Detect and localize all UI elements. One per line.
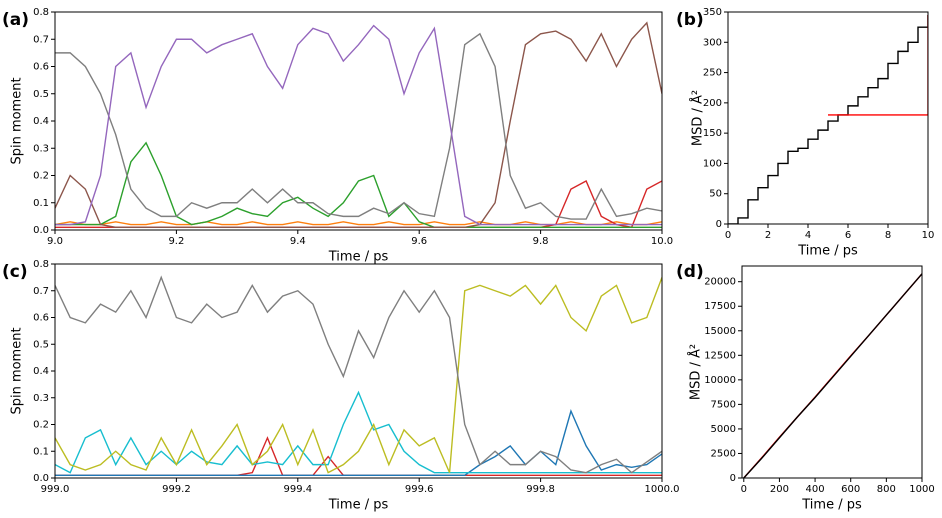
series-line <box>743 273 922 478</box>
y-tick-label: 20000 <box>704 277 736 288</box>
x-tick-label: 4 <box>805 230 811 241</box>
y-tick-label: 0 <box>730 473 736 484</box>
x-tick-label: 400 <box>806 484 825 495</box>
x-tick-label: 9.4 <box>290 236 306 247</box>
series-line <box>55 179 662 229</box>
y-tick-label: 0.7 <box>33 286 49 297</box>
y-tick-label: 17500 <box>704 301 736 312</box>
x-tick-label: 999.6 <box>405 484 434 495</box>
y-tick-label: 0.2 <box>33 171 49 182</box>
panel-label: (a) <box>2 10 29 30</box>
x-tick-label: 2 <box>765 230 771 241</box>
x-tick-label: 999.4 <box>283 484 312 495</box>
y-tick-label: 15000 <box>704 326 736 337</box>
panel-label: (d) <box>676 262 704 282</box>
x-tick-label: 9.8 <box>533 236 549 247</box>
series-line <box>55 277 662 474</box>
y-tick-label: 0.1 <box>33 198 49 209</box>
y-tick-label: 0.4 <box>33 116 49 127</box>
y-tick-label: 0.8 <box>33 7 49 18</box>
x-axis-label: Time / ps <box>328 250 389 265</box>
plot-area <box>728 15 928 224</box>
y-axis-label: MSD / Å² <box>688 344 704 400</box>
y-tick-label: 12500 <box>704 350 736 361</box>
series-line <box>55 275 662 474</box>
plot-area <box>55 275 662 477</box>
x-tick-label: 999.8 <box>526 484 555 495</box>
y-tick-label: 10000 <box>704 375 736 386</box>
y-tick-label: 100 <box>703 158 722 169</box>
y-tick-label: 2500 <box>711 448 736 459</box>
axes-frame <box>54 263 663 479</box>
y-tick-label: 0.7 <box>33 34 49 45</box>
x-tick-label: 9.6 <box>411 236 427 247</box>
y-tick-label: 0.0 <box>33 473 49 484</box>
y-tick-label: 150 <box>703 128 722 139</box>
series-line <box>55 32 662 220</box>
y-tick-label: 250 <box>703 68 722 79</box>
y-axis-label: MSD / Å² <box>690 90 706 146</box>
series-line <box>728 15 928 224</box>
x-tick-label: 0 <box>741 484 747 495</box>
x-axis-label: Time / ps <box>801 498 862 513</box>
x-axis-label: Time / ps <box>328 498 389 513</box>
x-axis-label: Time / ps <box>797 244 858 259</box>
x-tick-label: 1000 <box>909 484 934 495</box>
plot-area <box>55 21 662 229</box>
panel-label: (c) <box>2 262 28 282</box>
y-tick-label: 0.4 <box>33 366 49 377</box>
plot-area <box>743 273 922 478</box>
y-tick-label: 50 <box>709 189 722 200</box>
y-tick-label: 0.5 <box>33 89 49 100</box>
x-tick-label: 8 <box>885 230 891 241</box>
x-tick-label: 6 <box>845 230 851 241</box>
y-tick-label: 0.3 <box>33 393 49 404</box>
x-tick-label: 10 <box>922 230 935 241</box>
series-line <box>55 221 662 226</box>
y-tick-label: 350 <box>703 7 722 18</box>
y-tick-label: 0.6 <box>33 313 49 324</box>
panel-label: (b) <box>676 10 704 30</box>
x-tick-label: 200 <box>770 484 789 495</box>
series-line <box>828 15 928 116</box>
series-line <box>55 390 662 474</box>
y-tick-label: 0.8 <box>33 259 49 270</box>
y-tick-label: 0.2 <box>33 420 49 431</box>
x-tick-label: 800 <box>877 484 896 495</box>
x-tick-label: 9.2 <box>168 236 184 247</box>
series-line <box>55 24 662 226</box>
x-tick-label: 1000.0 <box>645 484 680 495</box>
x-tick-label: 0 <box>725 230 731 241</box>
y-tick-label: 7500 <box>711 399 736 410</box>
x-tick-label: 999.0 <box>41 484 70 495</box>
series-line <box>55 409 662 477</box>
x-tick-label: 10.0 <box>651 236 673 247</box>
x-tick-label: 999.2 <box>162 484 191 495</box>
y-tick-label: 300 <box>703 37 722 48</box>
axes-frame <box>727 11 929 225</box>
x-tick-label: 9.0 <box>47 236 63 247</box>
series-line <box>55 141 662 228</box>
y-tick-label: 0.1 <box>33 446 49 457</box>
y-axis-label: Spin moment <box>10 327 25 414</box>
axes-frame <box>741 265 923 479</box>
y-tick-label: 0 <box>716 219 722 230</box>
x-tick-label: 600 <box>841 484 860 495</box>
y-tick-label: 5000 <box>711 424 736 435</box>
y-axis-label: Spin moment <box>10 77 25 164</box>
y-tick-label: 0.6 <box>33 62 49 73</box>
series-line <box>55 21 662 228</box>
y-tick-label: 0.0 <box>33 225 49 236</box>
y-tick-label: 200 <box>703 98 722 109</box>
y-tick-label: 0.3 <box>33 143 49 154</box>
y-tick-label: 0.5 <box>33 339 49 350</box>
